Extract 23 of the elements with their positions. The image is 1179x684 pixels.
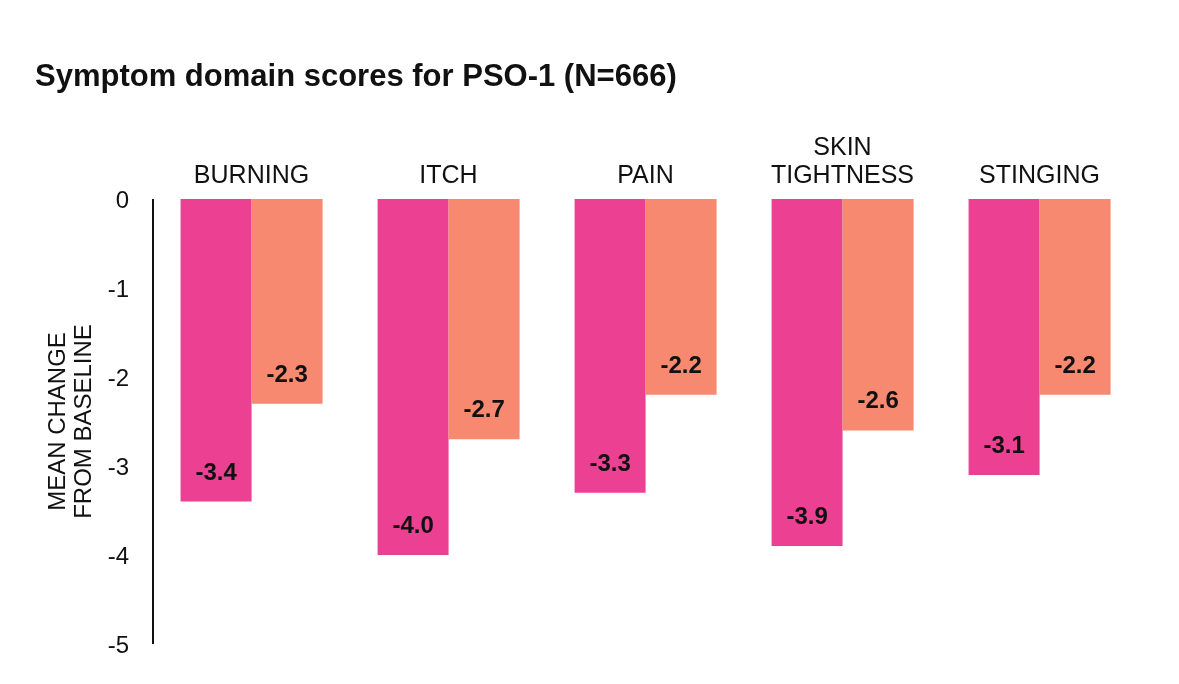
- chart-title: Symptom domain scores for PSO-1 (N=666): [34, 57, 678, 94]
- data-label: -3.3: [589, 448, 631, 476]
- y-tick-label: -4: [107, 541, 129, 569]
- x-tick-label: STINGING: [979, 160, 1100, 188]
- data-label: -3.4: [195, 457, 238, 485]
- data-label: -4.0: [392, 511, 434, 538]
- data-label: -2.2: [660, 350, 702, 378]
- data-label: -2.3: [266, 359, 308, 387]
- data-label: -3.1: [983, 430, 1025, 458]
- x-tick-label: ITCH: [419, 160, 478, 188]
- y-tick-label: -2: [107, 363, 129, 391]
- data-label: -2.7: [463, 395, 505, 423]
- data-label: -3.9: [786, 502, 828, 530]
- x-tick-label: BURNING: [193, 160, 310, 188]
- x-tick-label: SKIN TIGHTNESS: [770, 132, 915, 188]
- y-tick-label: -5: [107, 630, 129, 658]
- y-axis-title: MEAN CHANGE FROM BASELINE: [43, 324, 96, 519]
- x-tick-label: PAIN: [617, 160, 674, 188]
- data-label: -2.2: [1054, 350, 1096, 378]
- y-tick-label: 0: [115, 185, 129, 213]
- y-tick-label: -3: [107, 452, 129, 480]
- y-tick-label: -1: [107, 274, 129, 302]
- data-label: -2.6: [857, 386, 899, 414]
